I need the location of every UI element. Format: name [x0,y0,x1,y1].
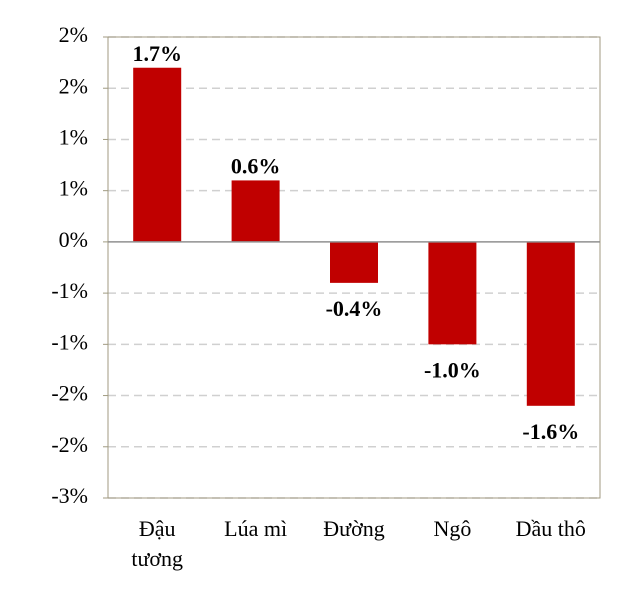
y-tick-label: -3% [51,483,88,508]
x-tick-label: Đường [323,516,385,541]
x-tick-label: Đậu tương [131,516,184,571]
x-tick-label: Dầu thô [515,516,586,541]
value-label: -1.0% [424,357,481,382]
y-tick-label: 0% [59,227,88,252]
y-tick-label: -1% [51,278,88,303]
y-tick-label: 1% [59,176,88,201]
y-tick-label: 2% [59,22,88,47]
bar [526,241,575,406]
value-label: 0.6% [231,153,281,178]
bar [133,67,182,242]
y-tick-label: -2% [51,381,88,406]
value-label: -1.6% [522,419,579,444]
x-tick-label: Lúa mì [224,516,288,541]
plot-border [107,36,601,499]
y-tick-label: -2% [51,432,88,457]
bar [231,180,280,242]
bar [428,241,477,345]
y-tick-label: -1% [51,329,88,354]
x-tick-label: Ngô [433,516,472,541]
y-tick-label: 2% [59,73,88,98]
y-tick-label: 1% [59,124,88,149]
value-label: -0.4% [326,296,383,321]
value-label: 1.7% [132,41,182,66]
bar [330,241,378,283]
